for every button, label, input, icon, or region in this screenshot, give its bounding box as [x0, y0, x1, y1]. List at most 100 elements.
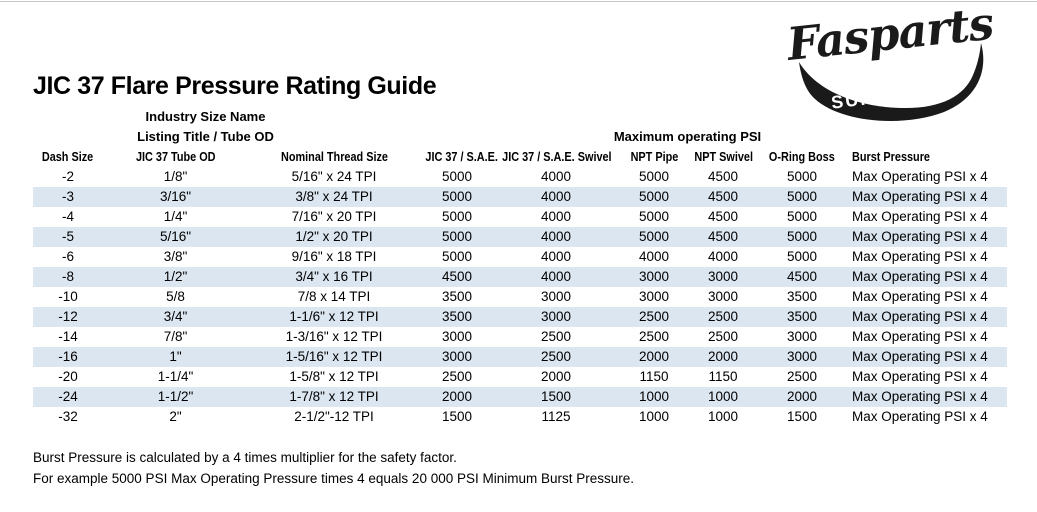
- table-cell: 3/16": [159, 189, 192, 204]
- table-cell: 4500: [707, 169, 739, 184]
- table-cell: 4000: [540, 169, 572, 184]
- table-cell: -8: [61, 269, 74, 284]
- table-cell: 3/8": [163, 249, 188, 264]
- table-cell: 5000: [638, 189, 670, 204]
- column-header: O-Ring Boss: [769, 150, 835, 164]
- table-row: -5 5/16" 1/2" x 20 TPI 5000 4000 5000 4500 5000…: [33, 227, 1007, 247]
- table-cell: 4500: [441, 269, 473, 284]
- table-cell: 1000: [638, 409, 670, 424]
- table-cell: 1": [169, 349, 182, 364]
- table-cell: Max Operating PSI x 4: [852, 229, 988, 244]
- table-row: -12 3/4" 1-1/6" x 12 TPI 3500 3000 2500 2500 35…: [33, 307, 1007, 327]
- table-cell: 5000: [441, 249, 473, 264]
- table-cell: 3000: [786, 329, 818, 344]
- table-row: -3 3/16" 3/8" x 24 TPI 5000 4000 5000 4500 5000…: [33, 187, 1007, 207]
- table-cell: Max Operating PSI x 4: [852, 189, 988, 204]
- table-cell: Max Operating PSI x 4: [852, 249, 988, 264]
- group-header-listing-title: Listing Title / Tube OD: [137, 129, 274, 144]
- column-header: NPT Swivel: [694, 150, 754, 164]
- table-cell: 4500: [786, 269, 818, 284]
- table-cell: Max Operating PSI x 4: [852, 409, 988, 424]
- table-cell: 1-5/8" x 12 TPI: [289, 369, 379, 384]
- table-cell: 2000: [441, 389, 473, 404]
- table-cell: 4500: [707, 229, 739, 244]
- table-cell: 4000: [540, 269, 572, 284]
- table-cell: 3500: [786, 309, 818, 324]
- column-header: Burst Pressure: [852, 150, 930, 164]
- table-cell: 1-3/16" x 12 TPI: [285, 329, 383, 344]
- table-cell: 7/8 x 14 TPI: [297, 289, 371, 304]
- table-header-row: Dash Size JIC 37 Tube OD Nominal Thread Si…: [33, 147, 1007, 167]
- table-cell: 1-1/4": [157, 369, 194, 384]
- table-row: -2 1/8" 5/16" x 24 TPI 5000 4000 5000 4500 5000…: [33, 167, 1007, 187]
- table-cell: -14: [58, 329, 78, 344]
- table-cell: Max Operating PSI x 4: [852, 349, 988, 364]
- table-cell: Max Operating PSI x 4: [852, 169, 988, 184]
- table-body: -2 1/8" 5/16" x 24 TPI 5000 4000 5000 4500 5000…: [33, 167, 1007, 427]
- table-cell: 1500: [441, 409, 473, 424]
- table-row: -14 7/8" 1-3/16" x 12 TPI 3000 2500 2500 2500 3…: [33, 327, 1007, 347]
- table-cell: 1150: [639, 369, 669, 384]
- table-row: -8 1/2" 3/4" x 16 TPI 4500 4000 3000 3000 4500 M…: [33, 267, 1007, 287]
- column-header: JIC 37 / S.A.E. Swivel: [502, 150, 612, 164]
- table-cell: Max Operating PSI x 4: [852, 289, 988, 304]
- table-cell: 5000: [786, 229, 818, 244]
- table-cell: 5000: [441, 229, 473, 244]
- table-cell: 7/8": [163, 329, 188, 344]
- table-cell: 1500: [786, 409, 818, 424]
- table-cell: 4000: [540, 189, 572, 204]
- table-cell: 1-7/8" x 12 TPI: [289, 389, 379, 404]
- table-cell: 5000: [441, 169, 473, 184]
- table-cell: Max Operating PSI x 4: [852, 269, 988, 284]
- table-cell: Max Operating PSI x 4: [852, 329, 988, 344]
- table-cell: 3500: [441, 289, 473, 304]
- table-row: -16 1" 1-5/16" x 12 TPI 3000 2500 2000 2000 300…: [33, 347, 1007, 367]
- table-cell: 2500: [638, 329, 670, 344]
- table-cell: 2500: [786, 369, 818, 384]
- table-cell: -5: [61, 229, 74, 244]
- table-cell: 2000: [540, 369, 572, 384]
- table-row: -10 5/8 7/8 x 14 TPI 3500 3000 3000 3000 3500 Ma…: [33, 287, 1007, 307]
- table-cell: -24: [58, 389, 78, 404]
- table-cell: -3: [61, 189, 74, 204]
- table-cell: -20: [58, 369, 78, 384]
- table-cell: Max Operating PSI x 4: [852, 209, 988, 224]
- fasparts-logo: Fasparts SUPPLY CO.: [783, 0, 996, 121]
- table-cell: 1/8": [163, 169, 188, 184]
- table-cell: 3000: [707, 289, 739, 304]
- table-cell: 3/8" x 24 TPI: [295, 189, 373, 204]
- table-cell: 4500: [707, 189, 739, 204]
- table-cell: 3/4" x 16 TPI: [295, 269, 373, 284]
- table-cell: 5000: [638, 209, 670, 224]
- table-cell: 1000: [707, 389, 739, 404]
- table-cell: 1500: [540, 389, 572, 404]
- table-cell: 2500: [638, 309, 670, 324]
- table-cell: -16: [58, 349, 78, 364]
- table-cell: 1-5/16" x 12 TPI: [285, 349, 383, 364]
- table-cell: 1000: [638, 389, 670, 404]
- table-cell: 5/16": [159, 229, 192, 244]
- table-cell: 3000: [786, 349, 818, 364]
- table-row: -20 1-1/4" 1-5/8" x 12 TPI 2500 2000 1150 1150…: [33, 367, 1007, 387]
- table-cell: 1/4": [163, 209, 188, 224]
- table-cell: 4000: [540, 209, 572, 224]
- logo-swoosh: [799, 43, 984, 121]
- table-cell: -12: [58, 309, 78, 324]
- table-cell: 2": [169, 409, 182, 424]
- table-cell: -10: [58, 289, 78, 304]
- table-cell: 2500: [540, 329, 572, 344]
- footer-notes: Burst Pressure is calculated by a 4 time…: [33, 447, 634, 489]
- table-cell: 3000: [540, 289, 572, 304]
- table-cell: 3500: [441, 309, 473, 324]
- table-cell: 3000: [638, 289, 670, 304]
- table-cell: 5000: [441, 189, 473, 204]
- table-cell: 4000: [540, 249, 572, 264]
- table-cell: 2000: [786, 389, 818, 404]
- table-cell: 5000: [786, 249, 818, 264]
- table-cell: 5000: [638, 229, 670, 244]
- table-cell: 1150: [708, 369, 738, 384]
- table-cell: Max Operating PSI x 4: [852, 369, 988, 384]
- table-cell: 5000: [638, 169, 670, 184]
- footer-note-line1: Burst Pressure is calculated by a 4 time…: [33, 450, 457, 465]
- table-cell: 4000: [638, 249, 670, 264]
